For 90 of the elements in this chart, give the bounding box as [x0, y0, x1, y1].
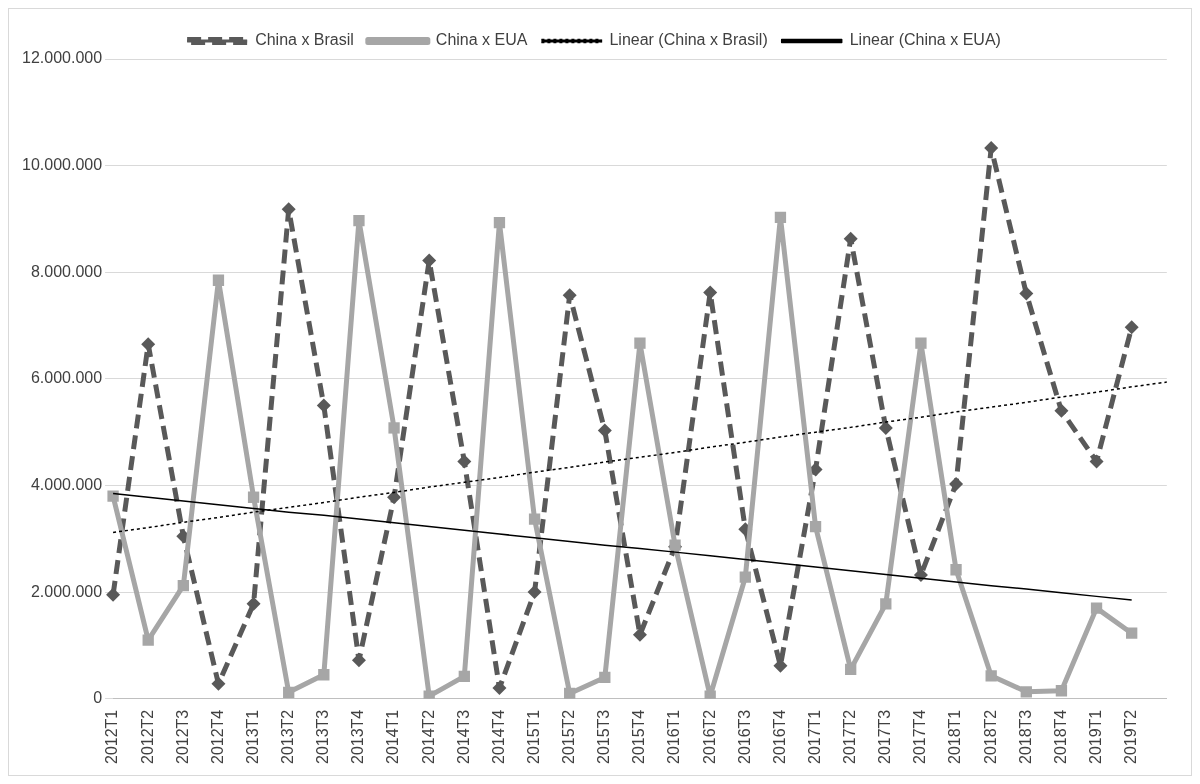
x-tick-label: 2012T3 [173, 709, 191, 764]
point [1126, 627, 1138, 639]
point [246, 596, 261, 611]
x-tick-label: 2014T1 [384, 709, 402, 764]
point [985, 670, 997, 682]
point [492, 681, 507, 696]
point [880, 598, 892, 610]
x-tick-label: 2016T2 [700, 709, 718, 764]
point [177, 580, 189, 592]
legend-label: Linear (China x Brasil) [609, 31, 768, 49]
point [1055, 685, 1068, 697]
point [878, 420, 893, 435]
y-tick-label: 2.000.000 [30, 582, 103, 600]
y-tick-label: 10.000.000 [22, 156, 103, 174]
legend-label: China x Brasil [255, 31, 354, 49]
x-tick-label: 2015T2 [560, 709, 578, 764]
x-tick-label: 2018T1 [946, 709, 964, 764]
x-tick-label: 2012T1 [103, 709, 121, 764]
x-tick-label: 2015T4 [630, 709, 648, 764]
y-tick-label: 12.000.000 [22, 49, 103, 67]
legend-label: Linear (China x EUA) [849, 31, 1001, 49]
point [809, 520, 822, 533]
point [1054, 403, 1069, 418]
x-tick-label: 2013T3 [314, 709, 332, 764]
point [457, 454, 472, 469]
x-tick-label: 2014T2 [419, 709, 437, 764]
point [950, 564, 962, 576]
x-tick-label: 2016T4 [770, 709, 788, 764]
point [281, 202, 296, 217]
point [212, 274, 225, 286]
point [527, 585, 542, 600]
point [387, 490, 402, 505]
point [562, 288, 577, 303]
y-tick-label: 6.000.000 [30, 369, 103, 387]
point [318, 669, 330, 681]
x-tick-label: 2019T1 [1086, 709, 1104, 764]
point [458, 670, 470, 682]
point [353, 214, 365, 227]
point [1019, 286, 1034, 301]
y-tick-label: 4.000.000 [30, 475, 103, 493]
point [211, 676, 226, 691]
point [597, 423, 612, 438]
point [107, 490, 119, 502]
x-tick-label: 2018T3 [1016, 709, 1034, 764]
point [283, 686, 295, 698]
point [422, 253, 437, 268]
x-tick-label: 2012T4 [208, 709, 226, 764]
x-tick-label: 2013T1 [243, 709, 261, 764]
x-tick-label: 2015T3 [595, 709, 613, 764]
point [247, 491, 260, 503]
legend-label: China x EUA [435, 31, 528, 49]
x-tick-label: 2016T3 [735, 709, 753, 764]
x-tick-label: 2017T4 [911, 709, 929, 764]
point [915, 337, 927, 349]
point [1124, 320, 1139, 335]
x-tick-label: 2017T2 [841, 709, 859, 764]
point [843, 231, 858, 246]
point [423, 690, 435, 699]
x-tick-label: 2013T2 [279, 709, 297, 764]
point [949, 476, 964, 491]
x-tick-label: 2013T4 [349, 709, 367, 764]
point [528, 513, 541, 525]
x-tick-label: 2017T1 [805, 709, 823, 764]
x-tick-label: 2018T2 [981, 709, 999, 764]
point [704, 690, 716, 699]
point [703, 285, 718, 300]
point [845, 663, 857, 676]
x-tick-label: 2017T3 [876, 709, 894, 764]
point [599, 671, 611, 684]
x-tick-label: 2014T4 [489, 709, 507, 764]
point [142, 634, 154, 646]
point [388, 422, 400, 434]
x-tick-label: 2019T2 [1122, 709, 1140, 764]
point [1020, 686, 1032, 698]
x-tick-label: 2012T2 [138, 709, 156, 764]
y-tick-label: 8.000.000 [30, 262, 103, 280]
point [493, 217, 506, 229]
point [1090, 602, 1103, 614]
point [316, 398, 331, 413]
y-tick-label: 0 [93, 689, 103, 707]
x-tick-label: 2015T1 [524, 709, 542, 764]
x-tick-label: 2018T4 [1051, 709, 1069, 764]
point [739, 571, 751, 583]
x-tick-label: 2014T3 [454, 709, 472, 764]
point [632, 627, 647, 642]
point [634, 337, 646, 349]
x-tick-label: 2016T1 [665, 709, 683, 764]
point [141, 337, 156, 352]
point [1089, 454, 1104, 469]
point [774, 211, 787, 223]
